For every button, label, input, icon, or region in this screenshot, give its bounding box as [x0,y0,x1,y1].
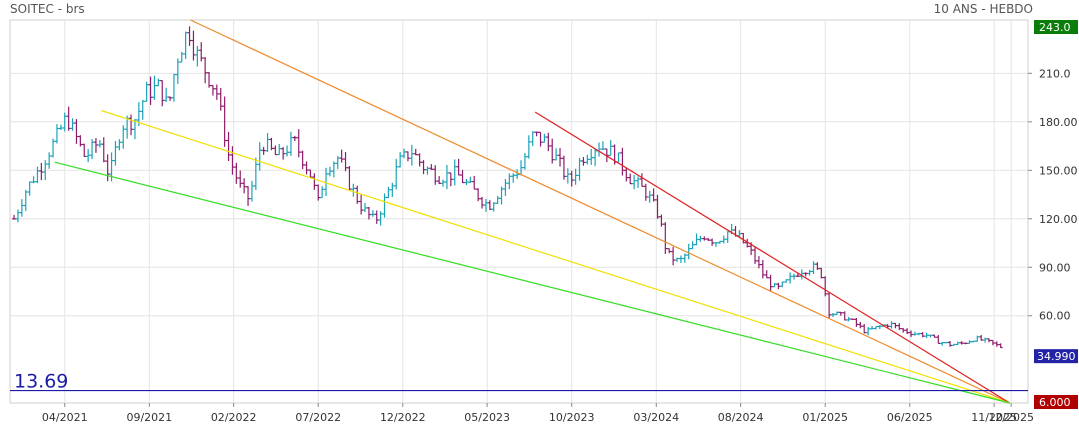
y-tick-label: 150.00 [1039,164,1078,177]
y-axis: 210.0 180.00 150.00 120.00 90.00 60.00 [1028,67,1078,323]
chart-period: 10 ANS - HEBDO [933,2,1033,16]
x-tick-label: 12/2022 [380,411,426,424]
x-tick-label: 07/2022 [295,411,341,424]
trendline [54,161,1010,404]
high-badge-label: 243.0 [1039,21,1071,34]
trendline [101,109,1010,404]
x-tick-label: 10/2023 [549,411,595,424]
last-price-badge: 34.990 [1034,349,1078,364]
x-axis: 04/2021 09/2021 02/2022 07/2022 12/2022 05/20… [42,403,1034,424]
chart-title: SOITEC - brs [10,2,85,16]
x-tick-label: 04/2021 [42,411,88,424]
x-tick-label: 09/2021 [126,411,172,424]
high-badge: 243.0 [1034,20,1078,34]
plot-area [9,19,1029,404]
low-badge-label: 6.000 [1039,396,1071,409]
x-tick-label: 06/2025 [887,411,933,424]
last-price-badge-label: 34.990 [1037,350,1076,363]
x-tick-label: 11/2025 [971,411,1017,424]
x-tick-label: 05/2023 [464,411,510,424]
y-tick-label: 180.00 [1039,116,1078,129]
trendline [190,19,1011,404]
last-price-badge-box [1034,349,1078,364]
grid [10,20,1028,403]
x-tick-label: 02/2022 [211,411,257,424]
x-tick-label: 01/2025 [802,411,848,424]
x-tick-label: 03/2024 [633,411,679,424]
low-badge: 6.000 [1034,395,1078,409]
low-badge-box [1034,395,1078,409]
y-tick-label: 90.00 [1039,261,1071,274]
x-tick-label: 08/2024 [718,411,764,424]
y-tick-label: 210.0 [1039,67,1071,80]
trendline [534,111,1011,404]
y-tick-label: 120.00 [1039,213,1078,226]
trendlines [54,19,1011,404]
high-badge-box [1034,20,1078,34]
x-tick-label: 12/2025 [988,411,1034,424]
reference-line-label: 13.69 [14,371,68,393]
y-tick-label: 60.00 [1039,310,1071,323]
